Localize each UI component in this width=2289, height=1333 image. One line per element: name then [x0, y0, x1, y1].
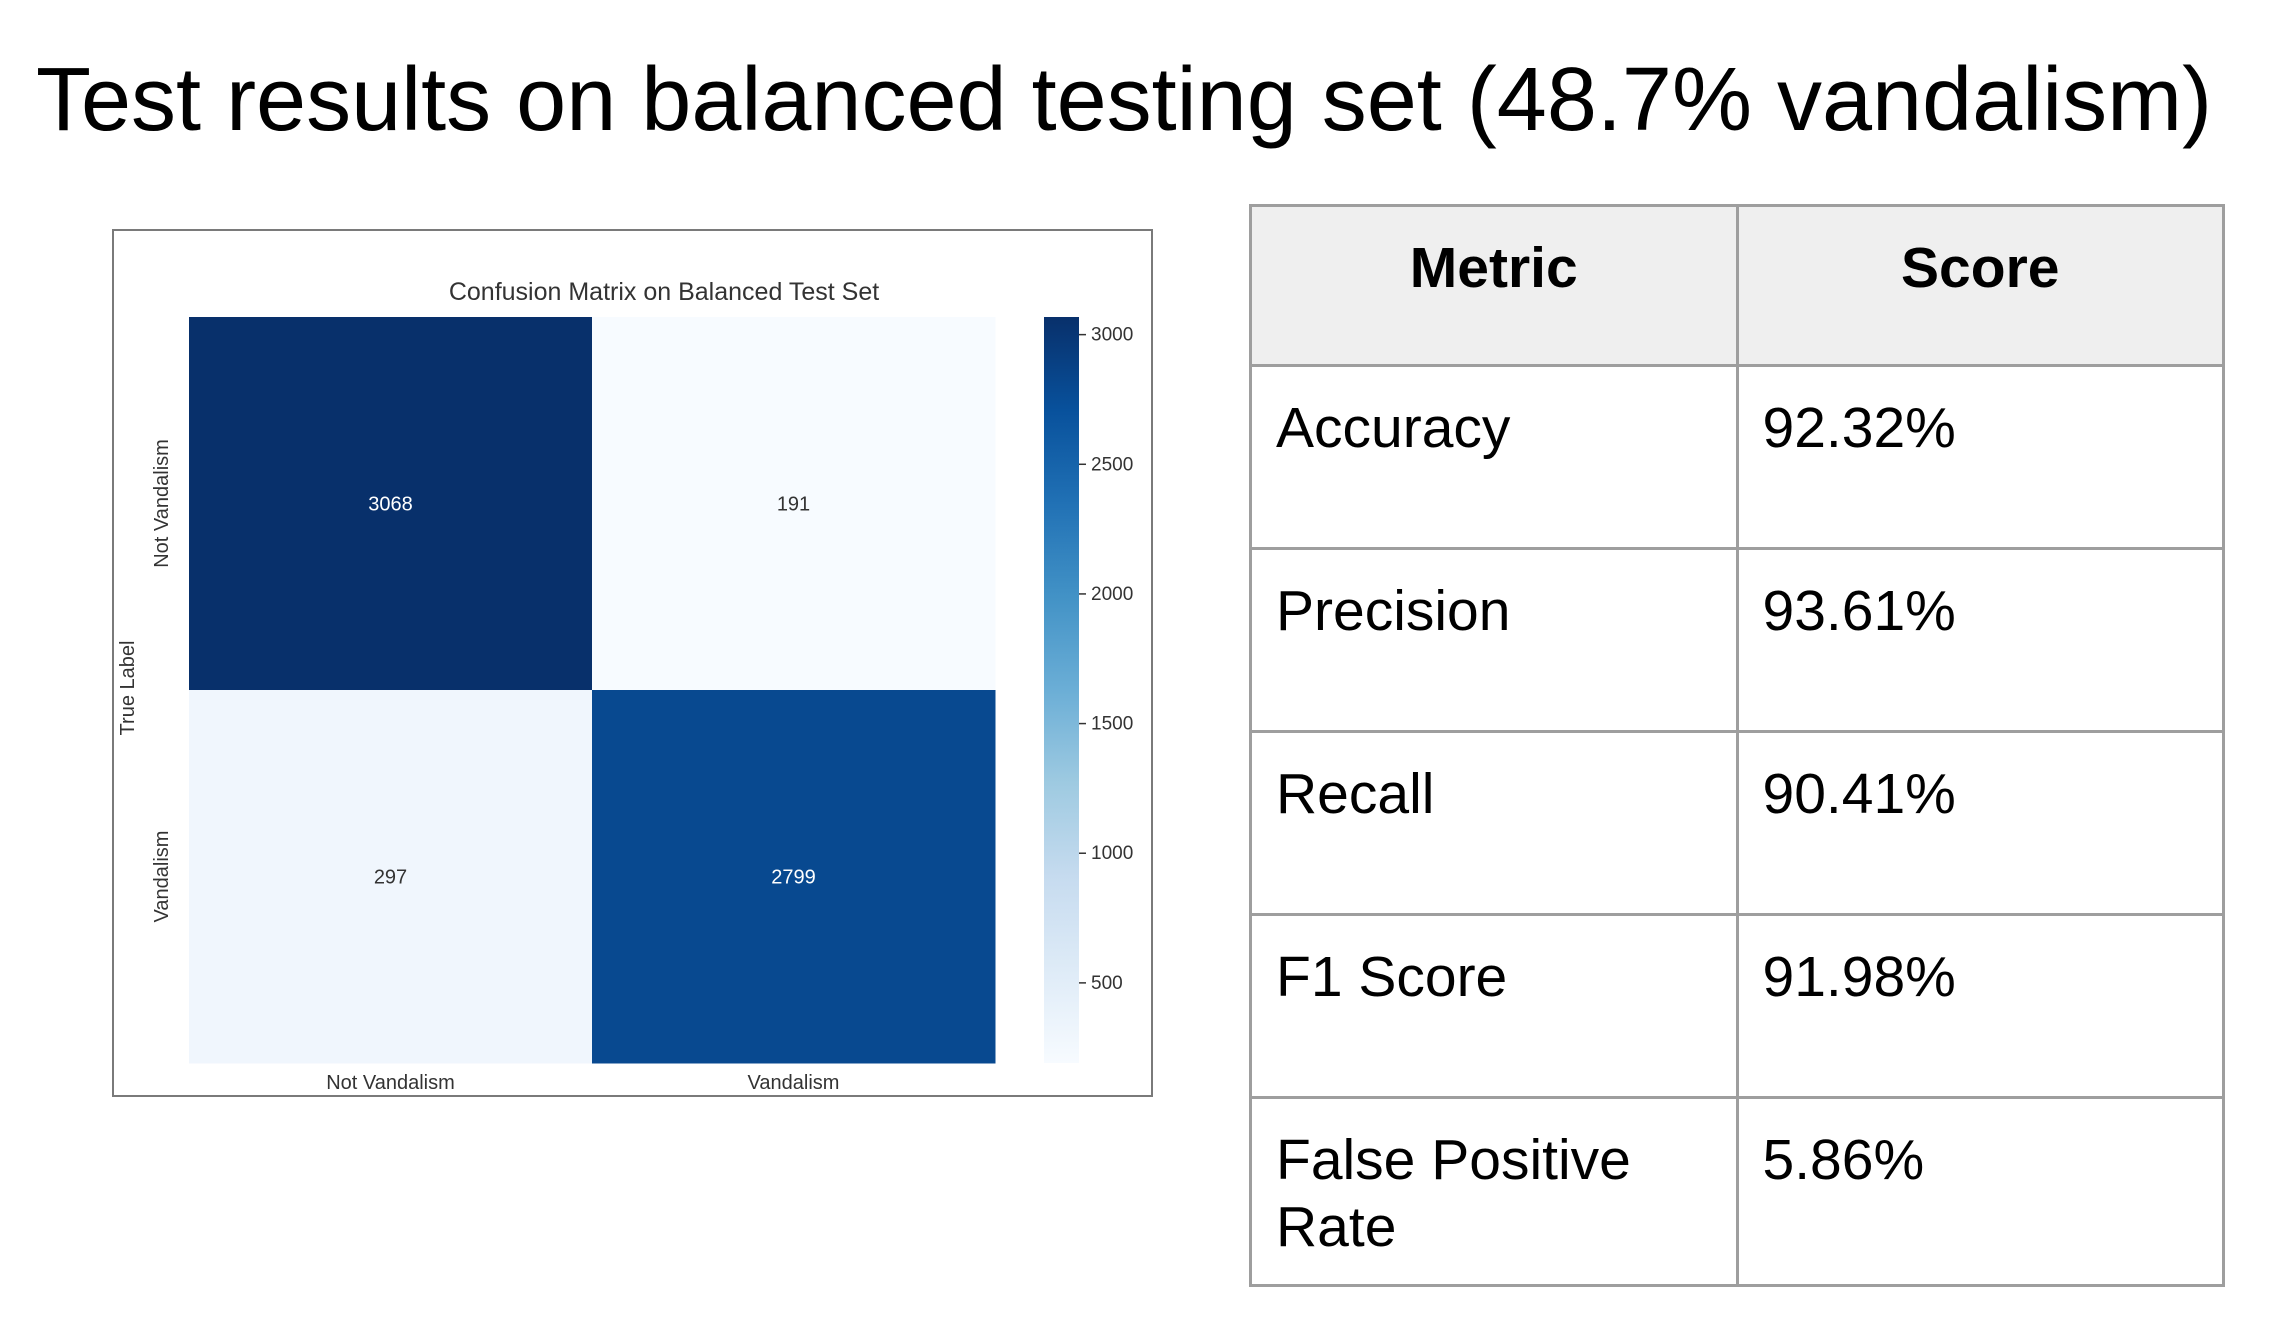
heatmap-cell	[189, 317, 593, 691]
table-row: Accuracy 92.32%	[1249, 364, 2225, 550]
cell-value-label: 2799	[771, 867, 816, 889]
metric-cell: Accuracy	[1249, 364, 1739, 550]
score-cell: 93.61%	[1735, 547, 2225, 733]
table-row: Recall 90.41%	[1249, 730, 2225, 916]
colorbar-tick-label: 2500	[1091, 454, 1133, 475]
score-cell: 92.32%	[1735, 364, 2225, 550]
score-cell: 5.86%	[1735, 1096, 2225, 1287]
colorbar-tick-label: 2000	[1091, 584, 1133, 605]
confusion-matrix-svg: Confusion Matrix on Balanced Test Set 30…	[117, 278, 1133, 1094]
cell-value-label: 191	[777, 494, 810, 516]
table-row: False Positive Rate 5.86%	[1249, 1096, 2225, 1287]
page-title: Test results on balanced testing set (48…	[36, 50, 2213, 150]
heatmap-cell	[592, 690, 996, 1064]
metrics-table: Metric Score Accuracy 92.32% Precision 9…	[1249, 204, 2225, 1287]
colorbar	[1044, 317, 1079, 1063]
heatmap-cell	[592, 317, 996, 691]
colorbar-tick-label: 1500	[1091, 714, 1133, 735]
y-tick-label: Not Vandalism	[151, 439, 173, 568]
metric-column-header: Metric	[1249, 204, 1739, 367]
x-tick-label: Vandalism	[748, 1072, 840, 1094]
colorbar-tick-label: 1000	[1091, 843, 1133, 864]
table-row: F1 Score 91.98%	[1249, 913, 2225, 1099]
table-row: Precision 93.61%	[1249, 547, 2225, 733]
cell-value-label: 297	[374, 867, 407, 889]
metric-cell: Recall	[1249, 730, 1739, 916]
score-cell: 90.41%	[1735, 730, 2225, 916]
y-tick-label: Vandalism	[151, 831, 173, 923]
x-tick-label: Not Vandalism	[326, 1072, 455, 1094]
y-axis-label: True Label	[117, 641, 139, 736]
colorbar-tick-label: 3000	[1091, 325, 1133, 346]
colorbar-tick-label: 500	[1091, 973, 1123, 994]
heatmap-cell	[189, 690, 593, 1064]
metric-cell: F1 Score	[1249, 913, 1739, 1099]
chart-title: Confusion Matrix on Balanced Test Set	[449, 278, 879, 306]
table-header-row: Metric Score	[1249, 204, 2225, 367]
metric-cell: False Positive Rate	[1249, 1096, 1739, 1287]
score-cell: 91.98%	[1735, 913, 2225, 1099]
confusion-matrix-chart: Confusion Matrix on Balanced Test Set 30…	[112, 229, 1153, 1097]
metric-cell: Precision	[1249, 547, 1739, 733]
score-column-header: Score	[1735, 204, 2225, 367]
cell-value-label: 3068	[368, 494, 413, 516]
